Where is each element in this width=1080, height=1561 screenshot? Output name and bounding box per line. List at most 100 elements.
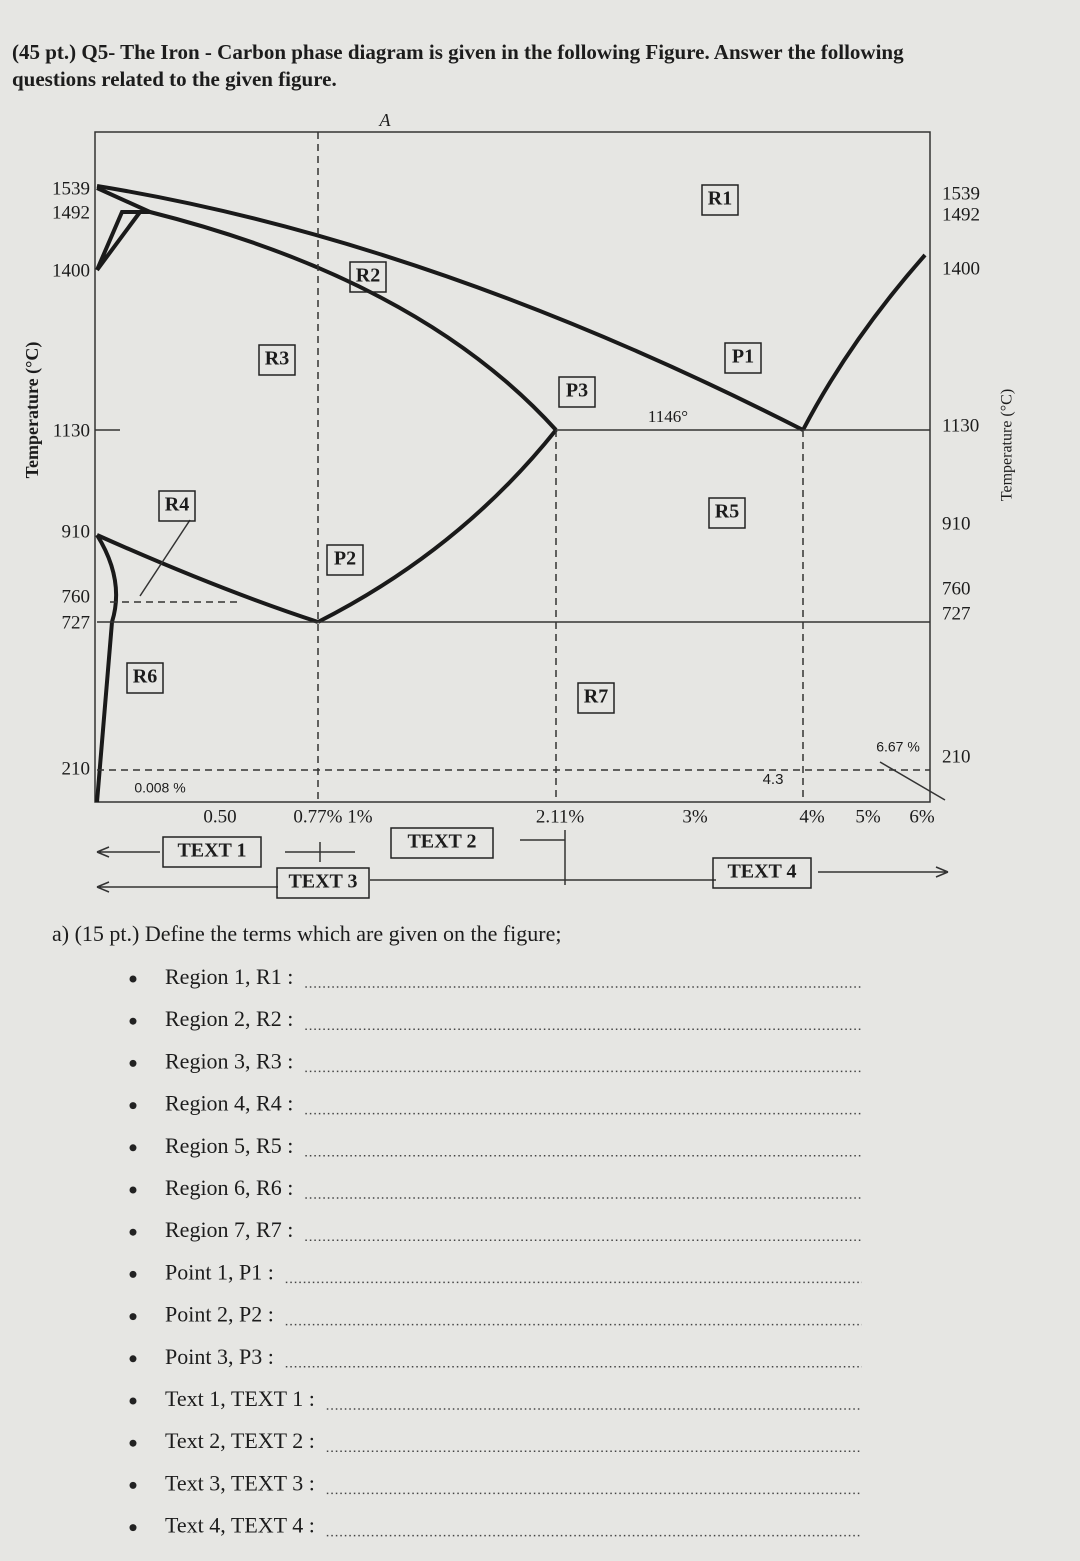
bullet bbox=[129, 1481, 137, 1489]
question-item: Region 7, R7 : bbox=[165, 1217, 293, 1242]
region-label: P3 bbox=[566, 380, 588, 402]
region-label: R5 bbox=[715, 501, 739, 523]
temperature-label: 1539 bbox=[942, 183, 980, 204]
question-item: Region 1, R1 : bbox=[165, 964, 293, 989]
solidus bbox=[149, 210, 558, 432]
bullet bbox=[129, 1102, 137, 1110]
label-box bbox=[390, 827, 494, 859]
liquidus-left bbox=[96, 184, 804, 432]
temperature-label: 1539 bbox=[52, 178, 90, 199]
composition-label: 0.77% 1% bbox=[293, 806, 372, 827]
label-box bbox=[708, 497, 746, 529]
text-label: TEXT 2 bbox=[407, 831, 476, 853]
frame bbox=[94, 131, 931, 803]
cementite-line bbox=[879, 761, 946, 801]
bullet bbox=[129, 1270, 137, 1278]
annotation: 1146° bbox=[648, 407, 688, 426]
question-item: Region 5, R5 : bbox=[165, 1133, 293, 1158]
bullet bbox=[129, 1439, 137, 1447]
temperature-label: 910 bbox=[942, 513, 971, 534]
label-box bbox=[577, 682, 615, 714]
label-box bbox=[558, 376, 596, 408]
text-label: TEXT 4 bbox=[727, 861, 796, 883]
label-box bbox=[258, 344, 296, 376]
isotherm bbox=[95, 429, 930, 623]
temperature-label: 1492 bbox=[52, 202, 90, 223]
top-label: A bbox=[379, 110, 392, 130]
label-box bbox=[158, 490, 196, 522]
temperature-label: 1400 bbox=[52, 260, 90, 281]
temperature-label: 727 bbox=[942, 603, 971, 624]
temperature-label: 210 bbox=[62, 758, 91, 779]
region-label: R6 bbox=[133, 666, 157, 688]
text-label: TEXT 3 bbox=[288, 871, 357, 893]
composition-label: 4% bbox=[799, 806, 825, 827]
temperature-label: 1492 bbox=[942, 204, 980, 225]
liquidus-right bbox=[801, 253, 927, 431]
temperature-label: 760 bbox=[62, 586, 91, 607]
annotation: 0.008 % bbox=[134, 780, 185, 796]
question-item: Region 4, R4 : bbox=[165, 1091, 293, 1116]
alpha-boundary bbox=[95, 533, 119, 803]
region-label: P2 bbox=[334, 548, 356, 570]
bullet bbox=[129, 1313, 137, 1321]
question-item: Text 4, TEXT 4 : bbox=[165, 1513, 315, 1538]
region-label: R2 bbox=[356, 265, 380, 287]
composition-label: 0.50 bbox=[203, 806, 236, 827]
region-label: R1 bbox=[708, 188, 732, 210]
bullet bbox=[129, 975, 137, 983]
pointer bbox=[139, 519, 191, 597]
question-item: Text 2, TEXT 2 : bbox=[165, 1428, 315, 1453]
bullet bbox=[129, 1524, 137, 1532]
axis-title: Temperature (°C) bbox=[22, 342, 43, 479]
temperature-label: 910 bbox=[62, 521, 91, 542]
bullet bbox=[129, 1397, 137, 1405]
question-title: a) (15 pt.) Define the terms which are g… bbox=[52, 921, 561, 946]
label-box bbox=[712, 857, 812, 889]
region-label: R4 bbox=[165, 494, 189, 516]
temperature-label: 210 bbox=[942, 746, 971, 767]
region-label: P1 bbox=[732, 346, 754, 368]
a3-line bbox=[96, 533, 319, 624]
peritectic bbox=[95, 186, 151, 272]
question-item: Region 2, R2 : bbox=[165, 1006, 293, 1031]
bullet bbox=[129, 1228, 137, 1236]
composition-label: 5% bbox=[855, 806, 881, 827]
question-item: Point 1, P1 : bbox=[165, 1259, 274, 1284]
label-box bbox=[326, 544, 364, 576]
temperature-label: 1400 bbox=[942, 258, 980, 279]
question-item: Point 3, P3 : bbox=[165, 1344, 274, 1369]
text-label: TEXT 1 bbox=[177, 840, 246, 862]
composition-label: 3% bbox=[682, 806, 708, 827]
label-box bbox=[349, 261, 387, 293]
composition-label: 2.11% bbox=[536, 806, 585, 827]
label-box bbox=[126, 662, 164, 694]
question-item: Text 3, TEXT 3 : bbox=[165, 1470, 315, 1495]
header-line: (45 pt.) Q5- The Iron - Carbon phase dia… bbox=[12, 40, 904, 64]
label-box bbox=[701, 184, 739, 216]
label-box bbox=[724, 342, 762, 374]
bullet bbox=[129, 1355, 137, 1363]
question-item: Region 6, R6 : bbox=[165, 1175, 293, 1200]
label-box bbox=[162, 836, 262, 868]
axis-title: Temperature (°C) bbox=[999, 389, 1016, 501]
guide-line bbox=[97, 132, 930, 802]
bullet bbox=[129, 1059, 137, 1067]
question-item: Region 3, R3 : bbox=[165, 1048, 293, 1073]
temperature-label: 760 bbox=[942, 578, 971, 599]
annotation: 4.3 bbox=[763, 771, 784, 788]
annotation: 6.67 % bbox=[876, 739, 920, 755]
region-label: R7 bbox=[584, 686, 608, 708]
composition-label: 6% bbox=[909, 806, 935, 827]
question-item: Text 1, TEXT 1 : bbox=[165, 1386, 315, 1411]
question-item: Point 2, P2 : bbox=[165, 1302, 274, 1327]
header-line: questions related to the given figure. bbox=[12, 67, 337, 91]
region-label: R3 bbox=[265, 348, 289, 370]
diagram-frame bbox=[94, 131, 949, 893]
bullet bbox=[129, 1017, 137, 1025]
label-box bbox=[276, 867, 370, 899]
temperature-label: 727 bbox=[62, 612, 91, 633]
bullet bbox=[129, 1186, 137, 1194]
